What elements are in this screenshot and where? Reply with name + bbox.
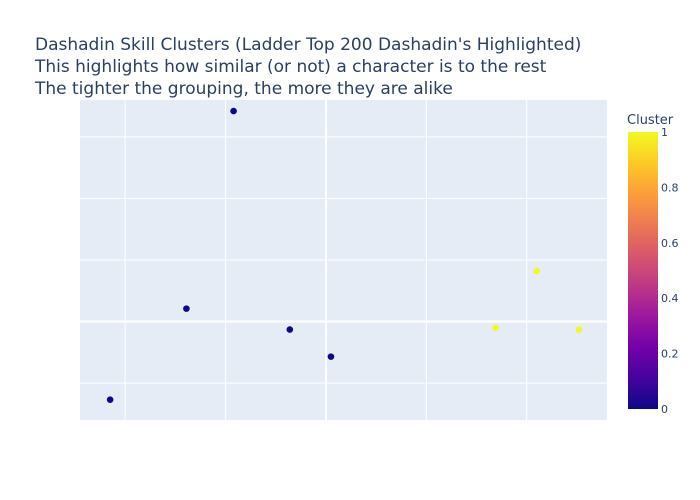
colorbar-tick-label: 0.8 (661, 181, 679, 194)
title-line-2: This highlights how similar (or not) a c… (34, 57, 547, 77)
colorbar-tick-label: 0 (661, 403, 668, 416)
colorbar-gradient (628, 132, 658, 409)
y-gridlines (80, 136, 607, 384)
title-line-1: Dashadin Skill Clusters (Ladder Top 200 … (35, 35, 581, 55)
scatter-point (106, 396, 114, 403)
colorbar: Cluster 0 0.2 0.4 0.6 0.8 1 (627, 113, 679, 416)
scatter-point (533, 267, 541, 275)
scatter-point (327, 353, 335, 360)
colorbar-tick-label: 0.2 (661, 348, 679, 361)
colorbar-tick-label: 0.4 (661, 292, 679, 305)
colorbar-title: Cluster (627, 113, 674, 128)
colorbar-tick-label: 1 (661, 126, 668, 139)
scatter-point (230, 107, 237, 115)
colorbar-ticks: 0 0.2 0.4 0.6 0.8 1 (661, 126, 679, 416)
scatter-point (492, 324, 499, 331)
chart-title: Dashadin Skill Clusters (Ladder Top 200 … (34, 35, 581, 99)
colorbar-tick-label: 0.6 (661, 237, 679, 250)
title-line-3: The tighter the grouping, the more they … (34, 79, 453, 99)
data-markers (106, 107, 583, 403)
scatter-point (286, 326, 294, 333)
scatter-point (575, 326, 583, 333)
scatter-point (183, 305, 190, 312)
